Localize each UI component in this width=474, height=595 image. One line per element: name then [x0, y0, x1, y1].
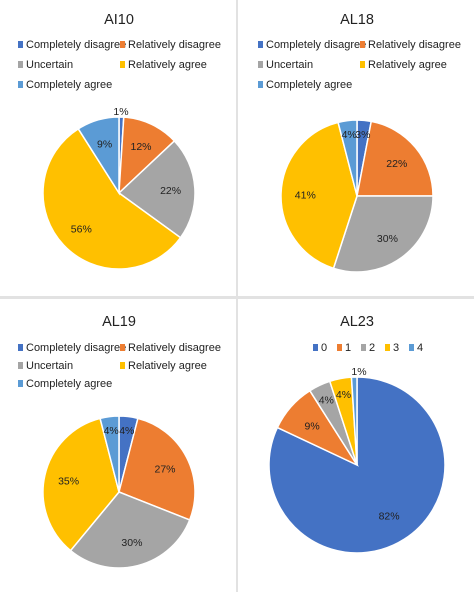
data-label: 4%: [319, 395, 334, 407]
legend-entry: Relatively agree: [368, 59, 447, 71]
legend-swatch: [120, 362, 125, 369]
legend-entry: Relatively disagree: [368, 39, 461, 51]
pie-chart-svg: AI10 Completely disagree Relatively disagr…: [18, 12, 221, 270]
legend-swatch: [360, 61, 365, 68]
chart-panel-al18: AL18 Completely disagree Relatively disagr…: [238, 0, 474, 296]
chart-title: AL23: [340, 314, 374, 330]
legend-swatch: [18, 41, 23, 48]
data-label: 9%: [97, 138, 112, 150]
legend-entry: Completely disagree: [26, 39, 126, 51]
data-label: 4%: [119, 425, 134, 437]
pie-slice: [117, 139, 196, 239]
pie-slice: [118, 417, 196, 521]
legend-swatch: [18, 61, 23, 68]
legend-entry: Completely agree: [26, 378, 112, 390]
data-label: 9%: [305, 420, 320, 432]
legend-swatch: [120, 344, 125, 351]
chart-title: AI10: [104, 12, 134, 28]
chart-title: AL18: [340, 12, 374, 28]
legend-swatch: [385, 344, 390, 351]
legend-entry: Uncertain: [26, 360, 73, 372]
data-label: 4%: [336, 389, 351, 401]
legend-entry: Relatively disagree: [128, 39, 221, 51]
legend-entry: 1: [345, 342, 351, 354]
chart-panel-al19: AL19 Completely disagree Relatively disagr…: [0, 299, 237, 595]
data-label: 82%: [379, 511, 400, 523]
data-label: 12%: [130, 141, 151, 153]
pie-slice: [69, 491, 191, 569]
legend-entry: Uncertain: [26, 59, 73, 71]
legend-swatch: [18, 344, 23, 351]
data-label: 35%: [58, 476, 79, 488]
legend-entry: Completely disagree: [26, 342, 126, 354]
legend-swatch: [313, 344, 318, 351]
legend-swatch: [360, 41, 365, 48]
data-label: 27%: [154, 464, 175, 476]
legend-swatch: [258, 61, 263, 68]
data-label: 30%: [121, 537, 142, 549]
legend-entry: Completely agree: [26, 79, 112, 91]
pie-slice: [356, 120, 434, 197]
legend-swatch: [258, 41, 263, 48]
pie-slice: [99, 415, 120, 493]
pie-slice: [77, 116, 120, 196]
data-label: 41%: [295, 189, 316, 201]
legend-entry: Relatively disagree: [128, 342, 221, 354]
data-label: 22%: [386, 158, 407, 170]
chart-panel-ai10: AI10 Completely disagree Relatively disagr…: [0, 0, 237, 296]
legend-swatch: [361, 344, 366, 351]
data-label: 4%: [104, 425, 119, 437]
legend-swatch: [258, 81, 263, 88]
data-label: 3%: [355, 129, 370, 141]
pie-slice: [280, 121, 358, 270]
legend-swatch: [337, 344, 342, 351]
legend-swatch: [409, 344, 414, 351]
legend-entry: Relatively agree: [128, 59, 207, 71]
pie-slice: [268, 376, 446, 554]
legend-entry: 0: [321, 342, 327, 354]
legend-swatch: [120, 61, 125, 68]
data-label: 22%: [160, 185, 181, 197]
legend-entry: 4: [417, 342, 423, 354]
legend-entry: Completely agree: [266, 79, 352, 91]
legend-entry: Relatively agree: [128, 360, 207, 372]
pie-slice: [337, 119, 358, 197]
data-label: 56%: [71, 223, 92, 235]
chart-title: AL19: [102, 314, 136, 330]
data-label: 4%: [342, 129, 357, 141]
data-label: 1%: [113, 106, 128, 118]
chart-panel-al23: AL23 0 1 2 3 4 82% 9% 4% 4% 1%: [238, 299, 474, 595]
legend-swatch: [120, 41, 125, 48]
pie-chart-svg: AL18 Completely disagree Relatively disagr…: [258, 12, 461, 273]
data-label: 30%: [377, 233, 398, 245]
horizontal-divider: [0, 296, 474, 299]
pie-slice: [350, 376, 358, 466]
pie-chart-svg: AL19 Completely disagree Relatively disagr…: [18, 314, 221, 569]
legend-entry: Completely disagree: [266, 39, 366, 51]
legend-swatch: [18, 380, 23, 387]
data-label: 1%: [351, 366, 366, 378]
legend-entry: 3: [393, 342, 399, 354]
legend-swatch: [18, 362, 23, 369]
pie-slice: [42, 417, 120, 552]
pie-slice: [332, 195, 434, 273]
legend-entry: 2: [369, 342, 375, 354]
legend-entry: Uncertain: [266, 59, 313, 71]
legend-swatch: [18, 81, 23, 88]
pie-slice: [42, 127, 182, 270]
